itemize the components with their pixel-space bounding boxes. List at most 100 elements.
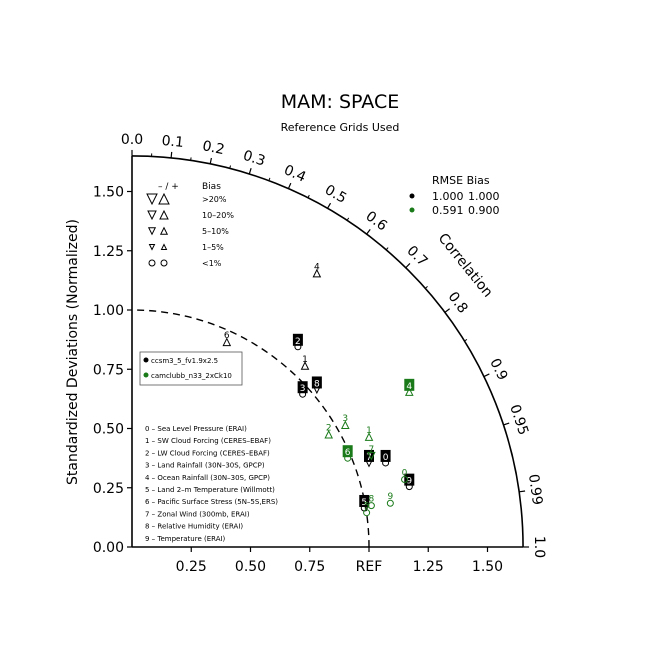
data-point-label: 8 — [314, 379, 320, 389]
data-point: 4 — [312, 262, 322, 278]
data-point: 8 — [311, 376, 322, 395]
data-point: 2 — [292, 333, 303, 351]
bias-legend-marker-neg — [147, 210, 157, 221]
correlation-tick-label: 0.4 — [281, 162, 308, 186]
data-point-label-bg — [404, 473, 415, 486]
data-point-marker — [401, 476, 409, 484]
correlation-tick-label: 1.0 — [531, 536, 547, 558]
data-point-label: 7 — [366, 453, 372, 463]
x-tick-label: 0.50 — [235, 559, 266, 575]
data-point-label: 9 — [406, 477, 412, 487]
data-point-marker — [386, 499, 394, 507]
x-tick-label: 1.25 — [413, 559, 444, 575]
data-point: 2 — [324, 424, 334, 439]
correlation-tick-mark — [366, 229, 371, 235]
series-legend-dot — [143, 357, 149, 363]
data-point: 3 — [340, 414, 350, 430]
correlation-tick-mark — [405, 263, 411, 269]
correlation-tick-label: 0.95 — [506, 403, 531, 438]
data-point-label-bg — [404, 378, 415, 391]
correlation-minor-tick — [424, 285, 428, 289]
correlation-tick-label: 0.1 — [161, 133, 185, 151]
data-point: 9 — [386, 492, 394, 507]
data-point-marker — [312, 268, 322, 278]
data-point: 0 — [401, 469, 409, 484]
series-legend-name: ccsm3_5_fv1.9x2.5 — [151, 357, 218, 365]
reference-arc — [131, 309, 370, 548]
correlation-tick-label: 0.8 — [445, 289, 471, 316]
rmse-legend-rmse: 1.000 — [432, 190, 464, 203]
correlation-tick-mark — [519, 490, 526, 493]
y-tick-label: 1.00 — [93, 303, 124, 319]
bias-legend-label: 5–10% — [202, 227, 229, 236]
bias-legend-label: 10–20% — [202, 211, 234, 220]
series-legend-box — [139, 351, 243, 386]
data-point-label: 2 — [295, 337, 301, 347]
data-point-label: 5 — [364, 502, 370, 512]
data-point: 7 — [367, 445, 376, 461]
rmse-legend-bias: 1.000 — [468, 190, 500, 203]
data-point: 1 — [364, 426, 374, 441]
data-point-label: 6 — [345, 448, 351, 458]
y-tick-label: 0.50 — [93, 422, 124, 438]
data-point-label-bg — [342, 445, 353, 458]
x-tick-label: 0.75 — [294, 559, 325, 575]
correlation-tick-mark — [327, 202, 332, 209]
data-point-label: 1 — [366, 426, 372, 436]
bias-legend-sign: – / + — [158, 182, 179, 192]
data-point-label: 6 — [224, 331, 230, 341]
correlation-minor-tick — [346, 217, 350, 221]
variable-legend-item: 1 – SW Cloud Forcing (CERES–EBAF) — [145, 437, 271, 445]
x-tick-label: 0.25 — [176, 559, 207, 575]
data-point: 6 — [222, 331, 232, 347]
y-tick-label: 0.25 — [93, 481, 124, 497]
chart-subtitle: Reference Grids Used — [281, 121, 400, 134]
data-point: 0 — [380, 449, 391, 467]
correlation-tick-mark — [209, 157, 212, 164]
data-point: 4 — [404, 378, 415, 396]
variable-legend-item: 3 – Land Rainfall (30N–30S, GPCP) — [145, 462, 265, 470]
data-point: 8 — [367, 495, 375, 510]
variable-legend-item: 8 – Relative Humidity (ERAI) — [145, 523, 243, 531]
rmse-legend-dot — [409, 193, 415, 199]
bias-legend-label: 1–5% — [202, 243, 224, 252]
bias-legend-marker-pos — [160, 243, 168, 250]
y-tick-label: 1.50 — [93, 185, 124, 201]
data-point-marker — [367, 451, 376, 461]
variable-legend-item: 6 – Pacific Surface Stress (5N–5S,ERS) — [145, 498, 278, 506]
y-tick-label: 0.75 — [93, 362, 124, 378]
variable-legend-item: 2 – LW Cloud Forcing (CERES–EBAF) — [145, 449, 270, 457]
data-point-marker — [300, 361, 310, 370]
series-legend-name: camclubb_n33_2xCk10 — [151, 372, 232, 380]
data-point-label: 2 — [326, 424, 332, 434]
correlation-minor-tick — [385, 247, 389, 251]
variable-legend-item: 4 – Ocean Rainfall (30N–30S, GPCP) — [145, 474, 270, 482]
data-point: 7 — [364, 449, 374, 468]
data-point: 3 — [297, 381, 308, 398]
data-point-marker — [367, 502, 375, 510]
axes-layer: 0.25 0.50 0.75 REF 1.25 1.500.000.250.500.751… — [93, 132, 547, 575]
data-point: 6 — [342, 445, 353, 462]
variable-legend-item: 0 – Sea Level Pressure (ERAI) — [145, 425, 247, 433]
bias-legend-marker-pos — [159, 226, 169, 235]
correlation-tick-label: 0.2 — [201, 138, 226, 158]
correlation-tick-mark — [444, 308, 451, 313]
x-tick-label: 1.50 — [472, 559, 503, 575]
data-point-marker — [363, 509, 371, 517]
correlation-arc — [131, 155, 524, 548]
data-point-label-bg — [297, 381, 308, 394]
bias-legend-label: >20% — [202, 195, 227, 204]
series-legend-dot — [143, 372, 149, 378]
correlation-tick-mark — [287, 182, 292, 189]
rmse-legend-bias: 0.900 — [468, 204, 500, 217]
data-point-label: 3 — [300, 384, 306, 394]
data-point-label-bg — [359, 494, 370, 507]
data-point-marker — [340, 420, 350, 430]
bias-legend-marker-pos — [159, 209, 169, 220]
correlation-tick-label: 0.99 — [525, 473, 545, 506]
bias-legend-marker-neg — [147, 227, 157, 236]
data-point-label: 0 — [402, 469, 408, 479]
data-point: 1 — [300, 355, 310, 370]
